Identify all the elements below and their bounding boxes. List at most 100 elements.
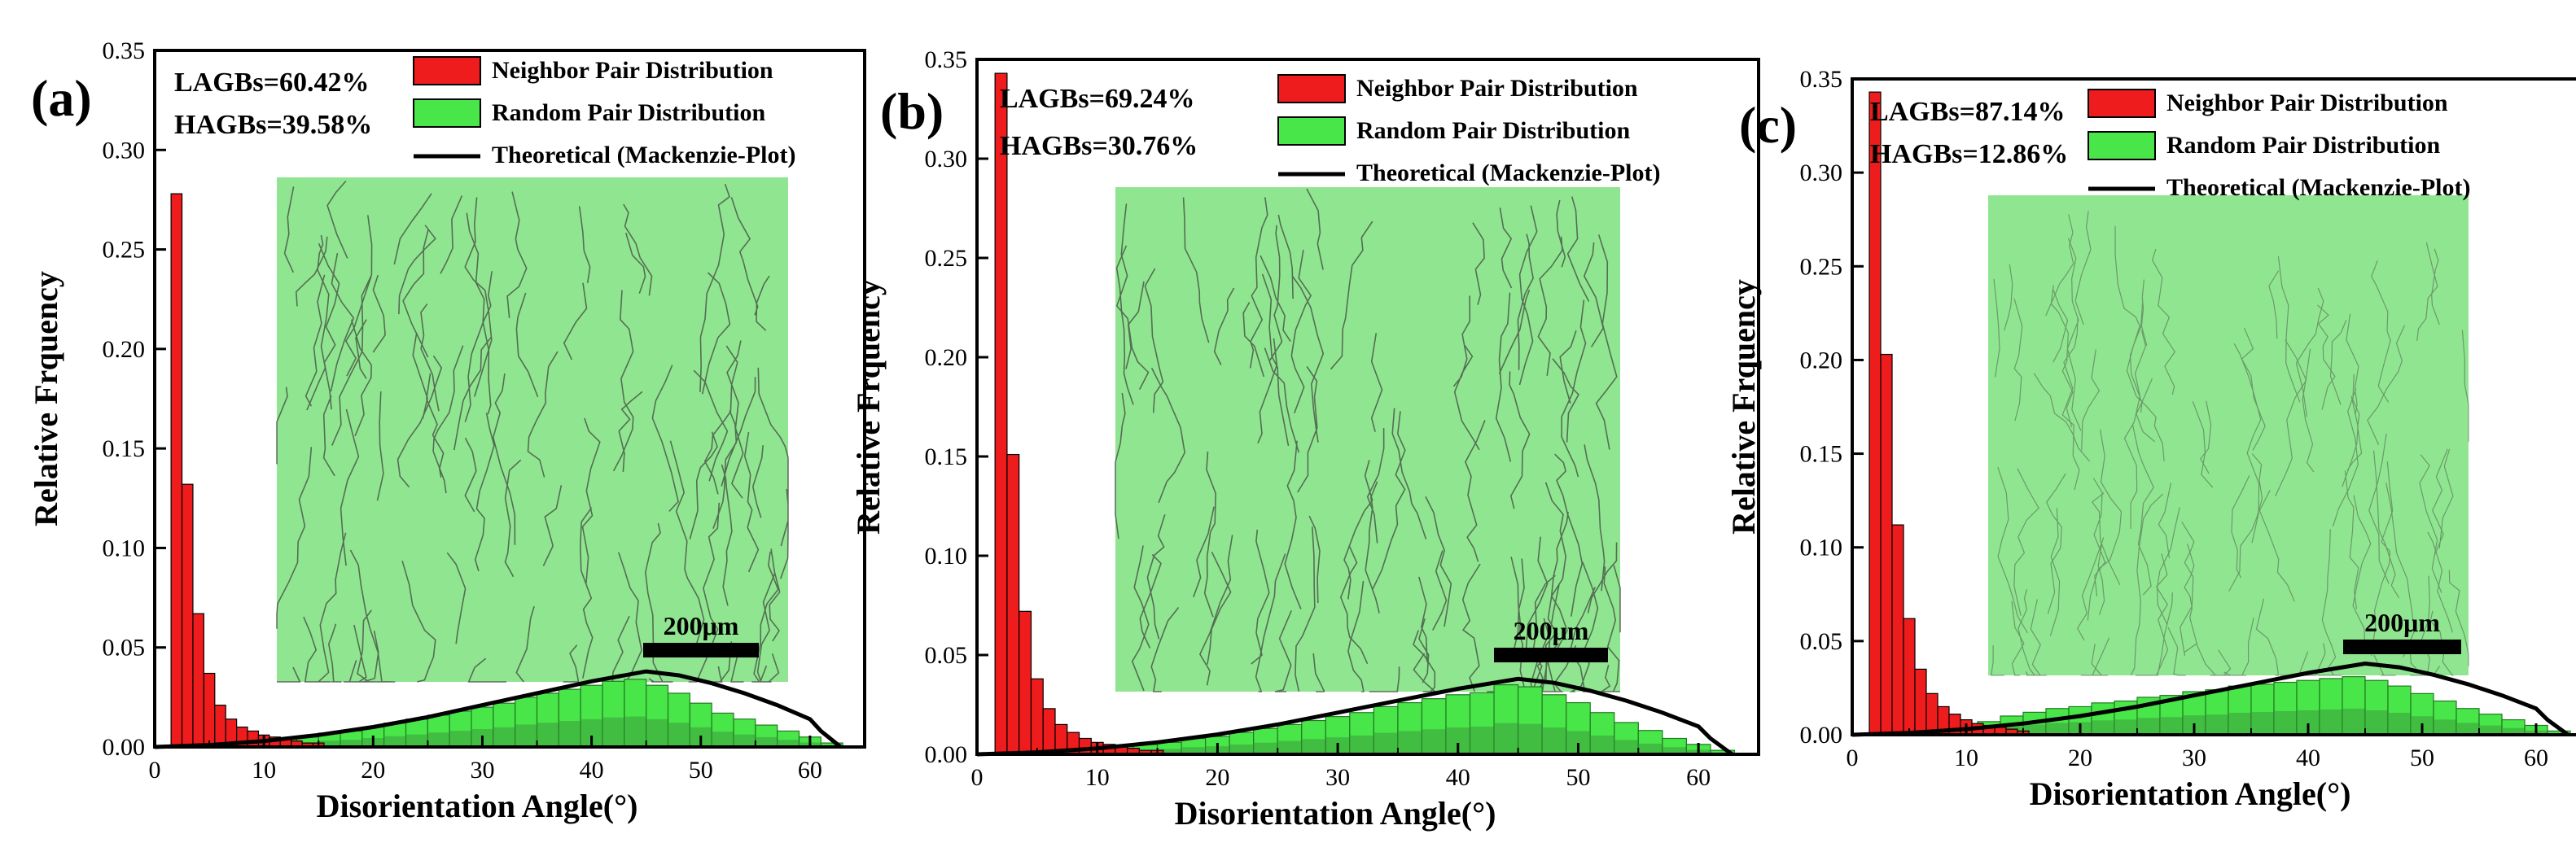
bar-random-pair-shade	[1229, 744, 1254, 754]
inset-grain-boundaries	[1991, 211, 2469, 676]
x-tick-label: 20	[2068, 745, 2092, 771]
bar-random-pair-shade	[712, 732, 734, 747]
bar-random-pair-shade	[2274, 710, 2297, 735]
bar-random-pair-shade	[1253, 742, 1278, 754]
panel-label: (b)	[880, 82, 944, 140]
bar-random-pair-shade	[427, 732, 450, 747]
axes: 0 10 20 30 40 50 60 0.00 0.05 0.10 0.15 0.20 0.25 0.3…	[925, 46, 1711, 791]
bar-random-pair-shade	[734, 734, 756, 747]
bar-random-pair-shade	[2228, 713, 2251, 735]
bar-random-pair-shade	[1277, 740, 1302, 754]
y-tick-label: 0.15	[103, 435, 146, 462]
legend-label-theoretical: Theoretical (Mackenzie-Plot)	[2166, 174, 2470, 201]
chart-panel-b: 0 10 20 30 40 50 60 0.00 0.05 0.10 0.15 0.20 0.25 0.3…	[850, 0, 1760, 856]
x-tick-label: 30	[2182, 745, 2206, 771]
y-tick-label: 0.35	[1800, 66, 1843, 93]
bar-random-pair-shade	[2434, 719, 2456, 735]
legend-label-theoretical: Theoretical (Mackenzie-Plot)	[1356, 159, 1660, 186]
hagbs-stat: HAGBs=12.86%	[1870, 139, 2068, 169]
y-axis-label: Relative Frquency	[1725, 279, 1762, 535]
bar-random-pair-shade	[602, 717, 624, 747]
bar-random-pair-shade	[1590, 735, 1614, 754]
bar-neighbor-pair	[1868, 91, 1882, 736]
legend-swatch-neighbor	[1277, 74, 1346, 103]
grain-map-inset	[1115, 187, 1621, 692]
axes: 0 10 20 30 40 50 60 0.00 0.05 0.10 0.15 0.20 0.25 0.3…	[1800, 66, 2549, 771]
bar-random-pair-shade	[1518, 723, 1543, 754]
bar-random-pair-shade	[2046, 723, 2069, 735]
y-tick-label: 0.20	[925, 344, 968, 371]
legend-label-random: Random Pair Distribution	[492, 99, 765, 126]
line-theoretical-mackenzie	[976, 676, 1733, 757]
y-tick-label: 0.00	[1800, 722, 1843, 749]
bar-random-pair-shade	[2137, 718, 2160, 735]
bar-neighbor-pair	[1880, 353, 1893, 736]
y-tick-label: 0.00	[925, 741, 968, 768]
bar-random-pair-shade	[2320, 709, 2342, 735]
bar-random-pair-shade	[1542, 727, 1566, 754]
y-tick-label: 0.15	[925, 443, 968, 470]
bar-random-pair-shade	[2206, 714, 2228, 735]
y-tick-label: 0.25	[925, 245, 968, 272]
panel-label: (a)	[31, 69, 92, 127]
bar-random-pair-shade	[318, 740, 341, 747]
legend-swatch-random	[1277, 116, 1346, 146]
x-tick-label: 0	[971, 764, 984, 791]
lagbs-stat: LAGBs=60.42%	[174, 68, 369, 98]
bar-random-pair-shade	[2388, 713, 2411, 735]
x-tick-label: 30	[1325, 764, 1350, 791]
bar-random-pair-shade	[383, 736, 406, 747]
legend-label-theoretical: Theoretical (Mackenzie-Plot)	[492, 142, 795, 168]
chart-svg-b: 0 10 20 30 40 50 60 0.00 0.05 0.10 0.15 0.20 0.25 0.3…	[850, 46, 1760, 832]
legend-swatch-neighbor	[2088, 89, 2156, 118]
chart-marks	[976, 72, 1736, 757]
y-axis-label: Relative Frquency	[28, 271, 64, 526]
bar-random-pair-shade	[2114, 719, 2137, 735]
x-tick-label: 20	[1205, 764, 1229, 791]
bar-random-pair-shade	[1614, 740, 1639, 754]
bar-neighbor-pair	[181, 483, 194, 748]
bar-random-pair-shade	[2479, 725, 2502, 735]
bar-random-pair-shade	[2342, 708, 2365, 735]
x-tick-label: 0	[149, 757, 161, 784]
inset-grain-boundaries	[276, 180, 789, 683]
x-tick-label: 10	[1085, 764, 1110, 791]
scale-bar-label: 200μm	[2364, 608, 2440, 637]
chart-marks	[1851, 91, 2571, 737]
bar-random-pair-shade	[668, 723, 690, 747]
x-axis-label: Disorientation Angle(°)	[1175, 795, 1496, 832]
bar-random-pair-shade	[646, 718, 668, 747]
bar-neighbor-pair	[1903, 618, 1916, 736]
y-tick-label: 0.10	[1800, 535, 1843, 561]
line-theoretical-mackenzie	[154, 669, 843, 749]
bar-random-pair-shade	[2251, 712, 2274, 735]
inset-background	[1988, 195, 2469, 675]
bar-random-pair-shade	[755, 736, 778, 747]
y-tick-label: 0.25	[1800, 253, 1843, 280]
bar-neighbor-pair	[1030, 678, 1044, 755]
bar-neighbor-pair	[1078, 737, 1092, 755]
bar-neighbor-pair	[247, 730, 260, 748]
x-axis-label: Disorientation Angle(°)	[317, 788, 638, 824]
bar-neighbor-pair	[1925, 692, 1939, 736]
axes: 0 10 20 30 40 50 60 0.00 0.05 0.10 0.15 0.20 0.25 0.3…	[103, 37, 822, 784]
chart-panel-c: 0 10 20 30 40 50 60 0.00 0.05 0.10 0.15 0.20 0.25 0.3…	[1718, 0, 2576, 856]
y-tick-label: 0.35	[103, 37, 146, 64]
bar-random-pair-shade	[340, 740, 362, 747]
bar-random-pair-shade	[1662, 747, 1687, 754]
y-tick-label: 0.25	[103, 237, 146, 264]
bar-random-pair-shade	[2092, 720, 2114, 735]
bar-random-pair-shade	[537, 723, 559, 747]
plot-frame	[975, 58, 1760, 756]
y-tick-label: 0.05	[103, 635, 146, 662]
x-tick-label: 40	[1446, 764, 1470, 791]
hagbs-stat: HAGBs=39.58%	[174, 110, 372, 140]
x-tick-label: 50	[1566, 764, 1590, 791]
bar-neighbor-pair	[170, 193, 183, 748]
bar-neighbor-pair	[1019, 610, 1032, 755]
bar-random-pair-shade	[777, 740, 800, 747]
bar-random-pair-shade	[1638, 743, 1663, 754]
y-tick-label: 0.15	[1800, 441, 1843, 468]
scale-bar-label: 200μm	[664, 611, 739, 640]
hagbs-stat: HAGBs=30.76%	[1000, 131, 1198, 161]
